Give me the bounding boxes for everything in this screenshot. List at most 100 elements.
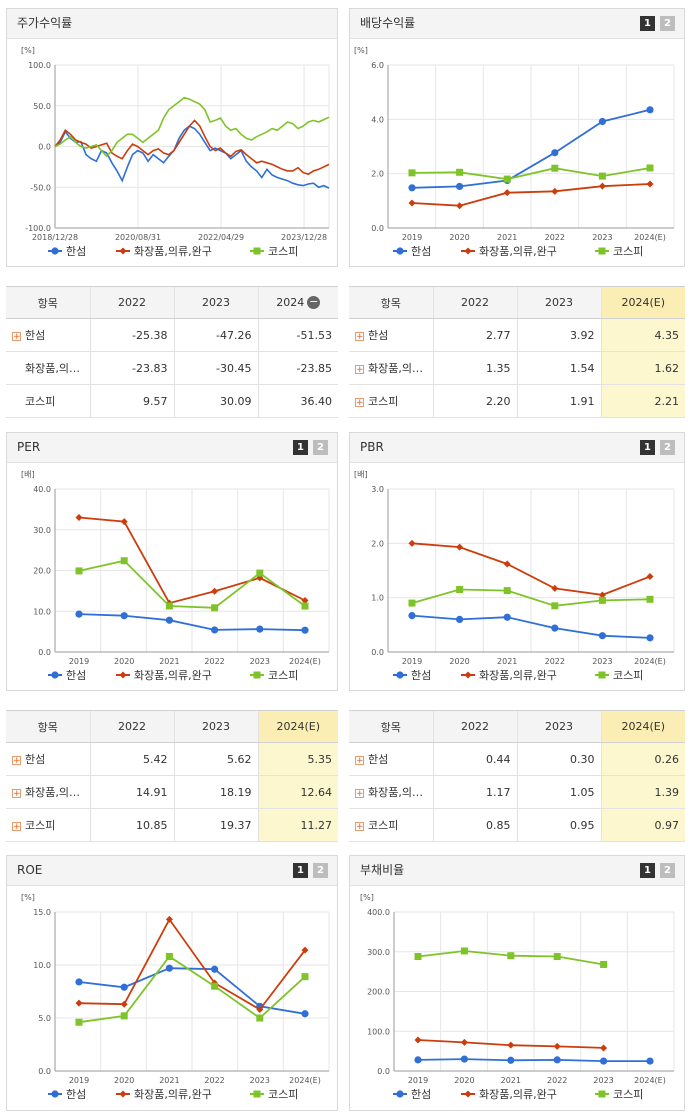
x-tick-label: 2024(E) xyxy=(634,657,666,666)
y-tick-label: 10.0 xyxy=(33,961,51,970)
page-2-button[interactable]: 2 xyxy=(313,863,328,878)
expand-icon[interactable]: + xyxy=(355,755,364,766)
data-point-1 xyxy=(414,1036,422,1044)
y-tick-label: 3.0 xyxy=(371,485,384,494)
x-tick-label: 2024(E) xyxy=(634,233,666,242)
legend-entry: 화장품,의류,완구 xyxy=(479,669,557,682)
expand-icon[interactable]: + xyxy=(355,788,364,799)
series-line-1 xyxy=(78,516,306,605)
row-label[interactable]: + 한섬 xyxy=(349,742,433,776)
data-point-2 xyxy=(301,602,309,610)
x-tick-label: 2022 xyxy=(547,1076,567,1085)
x-tick-label: 2022/04/29 xyxy=(198,233,244,242)
cell-value: -30.45 xyxy=(173,351,258,385)
expand-icon[interactable]: + xyxy=(12,331,21,342)
collapse-icon[interactable]: − xyxy=(307,295,321,310)
page-1-button[interactable]: 1 xyxy=(640,16,655,31)
cell-value: 2.20 xyxy=(432,384,517,418)
x-tick-label: 2020/08/31 xyxy=(115,233,161,242)
data-point-1 xyxy=(598,182,606,190)
panel-title: PER xyxy=(7,433,337,463)
x-tick-label: 2019 xyxy=(408,1076,428,1085)
cell-value: 5.42 xyxy=(89,742,174,776)
row-label[interactable]: + 한섬 xyxy=(6,318,90,352)
per-table: 항목 2022 2023 2024(E) + 한섬 5.42 5.62 5.35 … xyxy=(6,710,338,842)
row-label[interactable]: + 화장품,의… xyxy=(6,775,90,809)
cell-value: 5.62 xyxy=(173,742,258,776)
y-unit-label: [%] xyxy=(360,893,374,902)
y-tick-label: 5.0 xyxy=(38,1014,51,1023)
data-point-1 xyxy=(503,560,511,568)
row-label[interactable]: + 한섬 xyxy=(349,318,433,352)
series-line-0 xyxy=(78,967,306,1015)
legend-swatch-marker xyxy=(253,247,261,255)
expand-icon[interactable]: + xyxy=(355,821,364,832)
page-1-button[interactable]: 1 xyxy=(293,863,308,878)
legend-entry: 코스피 xyxy=(613,245,643,258)
data-point-2 xyxy=(120,557,128,565)
series-line-1 xyxy=(78,917,306,1011)
data-point-1 xyxy=(551,187,559,195)
data-point-0 xyxy=(646,1057,654,1065)
cell-value: 0.97 xyxy=(600,808,685,842)
y-unit-label: [배] xyxy=(21,470,35,479)
data-point-1 xyxy=(120,1000,128,1008)
legend-swatch-marker xyxy=(396,1090,404,1098)
page-1-button[interactable]: 1 xyxy=(293,440,308,455)
expand-icon[interactable]: + xyxy=(12,821,21,832)
data-point-2 xyxy=(414,953,422,961)
x-tick-label: 2018/12/28 xyxy=(32,233,78,242)
row-label[interactable]: + 화장품,의… xyxy=(349,351,433,385)
y-tick-label: 30.0 xyxy=(33,526,51,535)
x-tick-label: 2024(E) xyxy=(634,1076,666,1085)
data-point-0 xyxy=(211,965,219,973)
cell-value: 11.27 xyxy=(257,808,338,842)
legend-entry: 화장품,의류,완구 xyxy=(134,669,212,682)
table-row: + 코스피 0.85 0.95 0.97 xyxy=(349,808,685,842)
y-tick-label: 300.0 xyxy=(367,948,390,957)
page-2-button[interactable]: 2 xyxy=(660,16,675,31)
data-point-2 xyxy=(460,947,468,955)
cell-value: 0.44 xyxy=(432,742,517,776)
data-point-0 xyxy=(301,626,309,634)
legend-entry: 한섬 xyxy=(411,669,431,682)
x-tick-label: 2020 xyxy=(114,1076,134,1085)
page-2-button[interactable]: 2 xyxy=(660,440,675,455)
page-1-button[interactable]: 1 xyxy=(640,863,655,878)
panel-title: 주가수익률 xyxy=(7,9,337,39)
col-header: 2024(E) xyxy=(257,710,338,743)
row-name: 한섬 xyxy=(368,329,389,342)
row-label: 코스피 xyxy=(6,384,90,418)
data-point-0 xyxy=(120,983,128,991)
expand-icon[interactable]: + xyxy=(12,755,21,766)
data-point-1 xyxy=(460,1038,468,1046)
data-point-2 xyxy=(408,599,416,607)
panel-title: 부채비율 xyxy=(350,856,684,886)
col-header: 2023 xyxy=(173,286,258,319)
x-tick-label: 2019 xyxy=(69,657,89,666)
x-tick-label: 2020 xyxy=(114,657,134,666)
legend-swatch-marker xyxy=(253,671,261,679)
table-row: + 화장품,의… 14.91 18.19 12.64 xyxy=(6,775,338,809)
expand-icon[interactable]: + xyxy=(355,397,364,408)
col-header: 2022 xyxy=(89,286,174,319)
row-label[interactable]: + 코스피 xyxy=(6,808,90,842)
x-tick-label: 2021 xyxy=(497,657,517,666)
data-point-2 xyxy=(256,1014,264,1022)
page-1-button[interactable]: 1 xyxy=(640,440,655,455)
data-point-2 xyxy=(507,952,515,960)
expand-icon[interactable]: + xyxy=(355,364,364,375)
panel-title: PBR xyxy=(350,433,684,463)
row-label[interactable]: + 한섬 xyxy=(6,742,90,776)
expand-icon[interactable]: + xyxy=(355,331,364,342)
row-label[interactable]: + 화장품,의… xyxy=(349,775,433,809)
page-2-button[interactable]: 2 xyxy=(313,440,328,455)
expand-icon[interactable]: + xyxy=(12,788,21,799)
row-label[interactable]: + 코스피 xyxy=(349,808,433,842)
cell-value: 36.40 xyxy=(257,384,338,418)
row-label[interactable]: + 코스피 xyxy=(349,384,433,418)
page-2-button[interactable]: 2 xyxy=(660,863,675,878)
y-tick-label: 0.0 xyxy=(377,1067,390,1076)
data-point-0 xyxy=(503,613,511,621)
